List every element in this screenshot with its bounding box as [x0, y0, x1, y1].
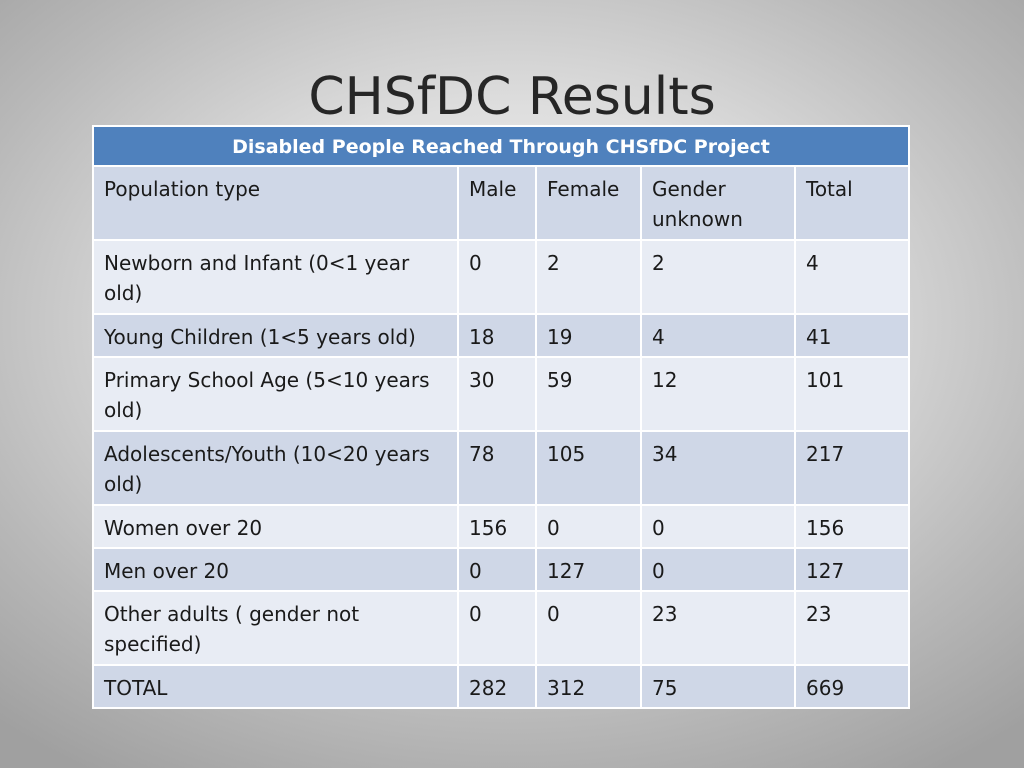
cell-male: 30: [457, 356, 537, 432]
cell-gender-unknown: 0: [640, 547, 796, 592]
table-row: Adolescents/Youth (10<20 years old) 78 1…: [92, 430, 911, 506]
cell-female: 59: [535, 356, 642, 432]
table-row: Women over 20 156 0 0 156: [92, 504, 911, 549]
cell-population-type: Men over 20: [92, 547, 459, 592]
cell-gender-unknown: 75: [640, 664, 796, 709]
cell-male: 156: [457, 504, 537, 549]
cell-total: 156: [793, 504, 911, 549]
cell-population-type: Other adults ( gender not specified): [92, 590, 459, 666]
table-row: Newborn and Infant (0<1 year old) 0 2 2 …: [92, 239, 911, 315]
table-caption: Disabled People Reached Through CHSfDC P…: [91, 125, 911, 167]
cell-gender-unknown: 0: [640, 504, 796, 549]
cell-female: 0: [535, 504, 642, 549]
table-row: Other adults ( gender not specified) 0 0…: [92, 590, 911, 666]
column-header-gender-unknown: Gender unknown: [640, 165, 796, 241]
cell-total: 669: [793, 664, 911, 709]
results-table: Disabled People Reached Through CHSfDC P…: [91, 125, 911, 709]
cell-female: 105: [535, 430, 642, 506]
table-row: Young Children (1<5 years old) 18 19 4 4…: [92, 313, 911, 358]
cell-female: 0: [535, 590, 642, 666]
cell-population-type: Primary School Age (5<10 years old): [92, 356, 459, 432]
cell-female: 127: [535, 547, 642, 592]
cell-total: 23: [793, 590, 911, 666]
cell-gender-unknown: 12: [640, 356, 796, 432]
cell-gender-unknown: 23: [640, 590, 796, 666]
cell-total: 41: [793, 313, 911, 358]
cell-population-type: Young Children (1<5 years old): [92, 313, 459, 358]
table-total-row: TOTAL 282 312 75 669: [92, 664, 911, 709]
table-row: Men over 20 0 127 0 127: [92, 547, 911, 592]
cell-female: 312: [535, 664, 642, 709]
cell-gender-unknown: 4: [640, 313, 796, 358]
cell-total: 101: [793, 356, 911, 432]
column-header-female: Female: [535, 165, 642, 241]
table-caption-row: Disabled People Reached Through CHSfDC P…: [91, 125, 911, 167]
cell-gender-unknown: 2: [640, 239, 796, 315]
cell-male: 282: [457, 664, 537, 709]
column-header-male: Male: [457, 165, 537, 241]
column-header-total: Total: [793, 165, 911, 241]
cell-population-type: Women over 20: [92, 504, 459, 549]
cell-population-type: Newborn and Infant (0<1 year old): [92, 239, 459, 315]
cell-male: 0: [457, 239, 537, 315]
cell-male: 0: [457, 547, 537, 592]
cell-gender-unknown: 34: [640, 430, 796, 506]
column-header-population-type: Population type: [92, 165, 459, 241]
slide-title: CHSfDC Results: [308, 67, 716, 127]
table-row: Primary School Age (5<10 years old) 30 5…: [92, 356, 911, 432]
cell-total: 127: [793, 547, 911, 592]
cell-population-type: TOTAL: [92, 664, 459, 709]
cell-male: 78: [457, 430, 537, 506]
cell-male: 0: [457, 590, 537, 666]
cell-male: 18: [457, 313, 537, 358]
cell-total: 4: [793, 239, 911, 315]
cell-female: 19: [535, 313, 642, 358]
cell-total: 217: [793, 430, 911, 506]
cell-population-type: Adolescents/Youth (10<20 years old): [92, 430, 459, 506]
table-header-row: Population type Male Female Gender unkno…: [92, 165, 911, 241]
results-table-container: Disabled People Reached Through CHSfDC P…: [91, 125, 911, 709]
cell-female: 2: [535, 239, 642, 315]
